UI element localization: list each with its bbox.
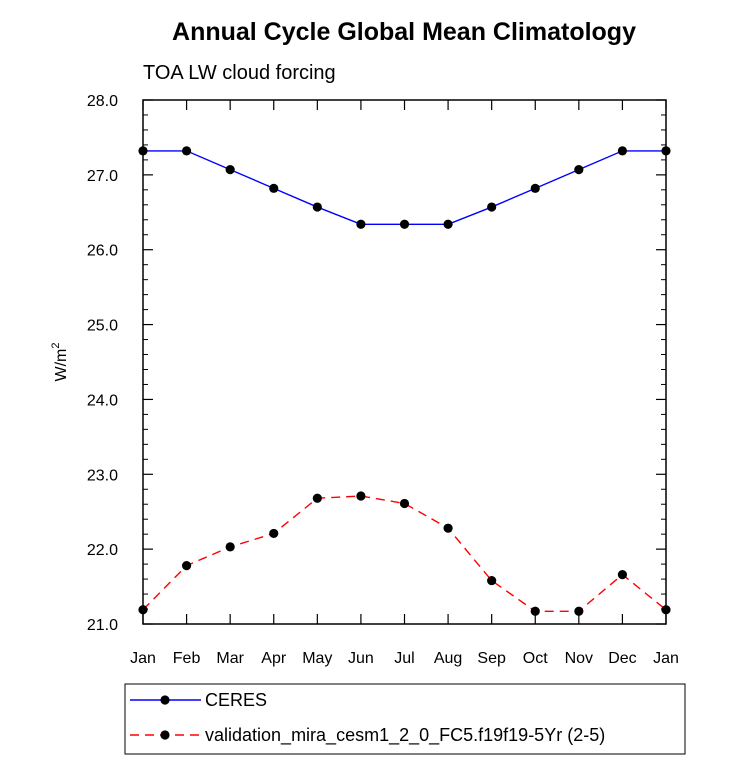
series-1-point: [356, 219, 366, 229]
series-1-point: [181, 146, 192, 156]
series-line-1: [143, 150, 666, 225]
y-axis-label-text: W/m: [53, 349, 70, 382]
series-2-point: [617, 569, 628, 580]
series-1-point: [617, 146, 628, 156]
x-tick-label: Sep: [477, 650, 506, 667]
x-tick-label: Jul: [394, 650, 414, 667]
series-1-point: [269, 183, 279, 193]
series-1-point: [530, 183, 540, 193]
x-tick-label: Jan: [653, 650, 679, 667]
series-2-point: [530, 606, 540, 616]
legend-marker-1: [160, 695, 170, 705]
series-2-point: [399, 498, 410, 509]
y-axis-label-superscript: 2: [50, 343, 62, 349]
series-1-point: [225, 165, 235, 175]
x-tick-label: Aug: [434, 650, 462, 667]
series-2-point: [181, 561, 192, 571]
y-tick-label: 23.0: [87, 467, 118, 484]
series-2-point: [269, 528, 279, 539]
series-1-point: [661, 146, 671, 156]
series-1-point: [138, 146, 148, 156]
series-2-point: [312, 493, 322, 503]
series-2-point: [487, 575, 497, 586]
x-tick-label: Jan: [130, 650, 156, 667]
series-line-2: [142, 495, 667, 612]
series-1-point: [312, 202, 322, 212]
x-tick-label: Mar: [216, 650, 244, 667]
series-1-point: [487, 202, 497, 212]
y-tick-label: 22.0: [87, 542, 118, 559]
chart-title: Annual Cycle Global Mean Climatology: [172, 18, 636, 46]
y-tick-label: 26.0: [87, 243, 118, 260]
series-1-point: [399, 219, 410, 229]
series-2-point: [356, 491, 366, 501]
legend-label-2: validation_mira_cesm1_2_0_FC5.f19f19-5Yr…: [205, 725, 605, 746]
series-1-point: [443, 219, 453, 229]
x-tick-label: Oct: [523, 650, 548, 667]
y-tick-label: 27.0: [87, 168, 118, 185]
legend-box: [124, 683, 686, 755]
x-tick-label: Nov: [565, 650, 593, 667]
x-tick-label: Dec: [608, 650, 636, 667]
series-2-point: [443, 523, 453, 533]
y-tick-label: 21.0: [87, 617, 118, 634]
x-tick-label: Feb: [173, 650, 201, 667]
x-tick-label: Apr: [261, 650, 287, 667]
y-tick-label: 24.0: [87, 392, 118, 409]
series-1-point: [574, 165, 584, 175]
y-tick-label: 28.0: [87, 93, 118, 110]
y-axis-label: W/m2: [50, 343, 70, 382]
plot-frame: [142, 99, 667, 625]
x-tick-label: Jun: [348, 650, 374, 667]
series-2-point: [661, 605, 671, 615]
chart-subtitle: TOA LW cloud forcing: [143, 62, 336, 84]
x-tick-label: May: [302, 650, 332, 667]
axes: Jan Feb Mar Apr May Jun Jul Aug Sep Oct Nov Dec Jan 2…: [87, 93, 679, 667]
y-tick-label: 25.0: [87, 318, 118, 335]
series-2-point: [225, 542, 235, 552]
series-markers: [138, 146, 671, 616]
legend-label-1: CERES: [205, 690, 267, 710]
series-2-point: [574, 606, 584, 616]
svg-text:W/m2: W/m2: [50, 343, 70, 382]
legend: CERES validation_mira_cesm1_2_0_FC5.f19f1…: [130, 690, 605, 746]
legend-marker-2: [160, 730, 170, 740]
series-2-point: [138, 605, 148, 615]
